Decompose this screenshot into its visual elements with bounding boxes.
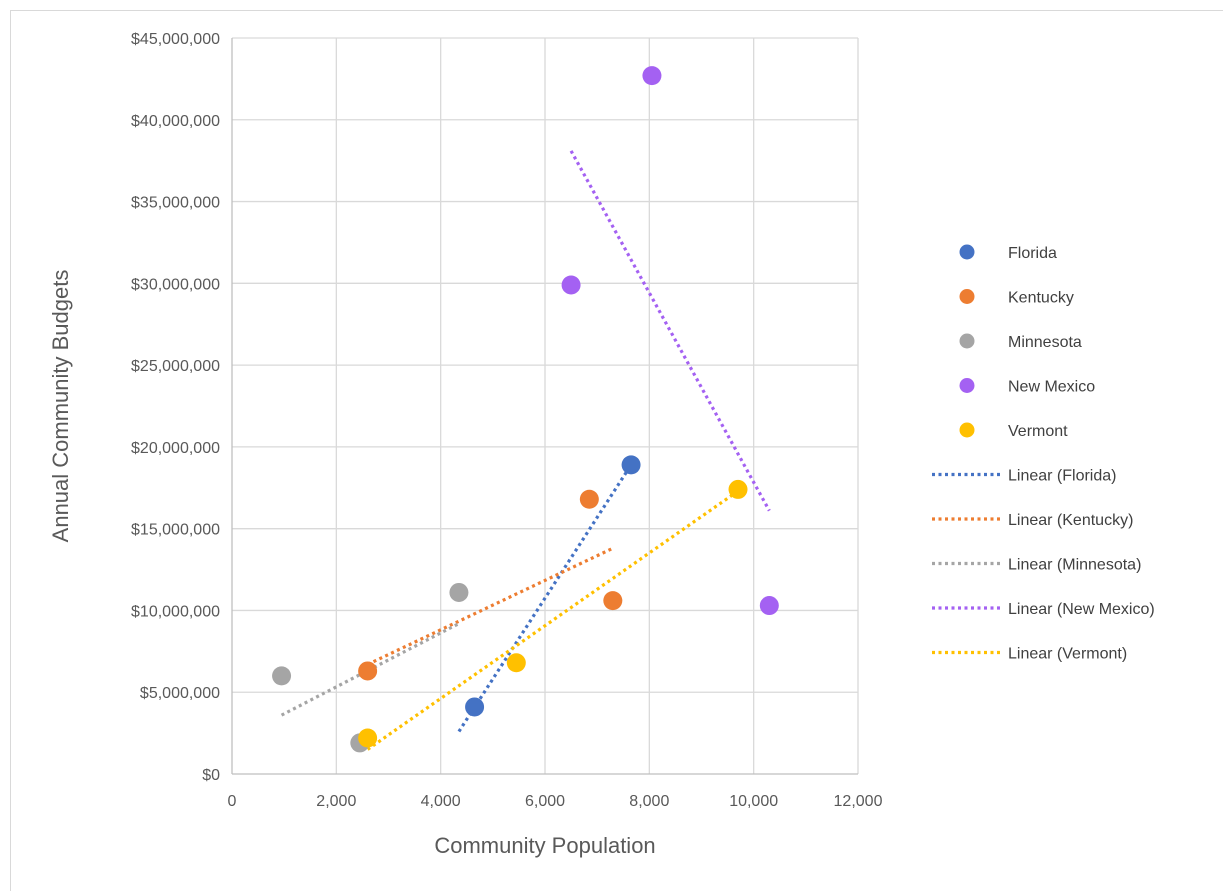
x-tick-label: 6,000: [525, 793, 565, 810]
data-point: [272, 666, 292, 686]
y-tick-label: $5,000,000: [140, 685, 220, 702]
data-point: [642, 66, 662, 86]
legend-marker: [959, 422, 975, 438]
legend-label: Linear (Kentucky): [1008, 512, 1133, 529]
legend-marker: [959, 378, 975, 393]
legend-label: Linear (New Mexico): [1008, 601, 1155, 618]
y-tick-label: $10,000,000: [131, 603, 220, 620]
data-point: [465, 697, 485, 717]
x-tick-label: 10,000: [729, 793, 778, 810]
x-tick-label: 8,000: [629, 793, 669, 810]
y-tick-label: $35,000,000: [131, 195, 220, 212]
x-tick-label: 0: [228, 793, 237, 810]
data-point: [358, 661, 378, 681]
legend-label: Linear (Vermont): [1008, 646, 1127, 663]
legend-label: Minnesota: [1008, 334, 1082, 351]
y-tick-label: $15,000,000: [131, 522, 220, 539]
legend-label: Florida: [1008, 245, 1057, 262]
data-point: [728, 479, 748, 499]
y-axis-title: Annual Community Budgets: [48, 270, 73, 543]
y-tick-label: $0: [202, 767, 220, 784]
x-tick-label: 12,000: [834, 793, 883, 810]
y-tick-label: $40,000,000: [131, 113, 220, 130]
y-tick-label: $20,000,000: [131, 440, 220, 457]
legend-label: Vermont: [1008, 423, 1068, 440]
chart-frame: [10, 10, 1223, 891]
data-point: [621, 455, 641, 475]
data-point: [561, 275, 581, 295]
trendline: [366, 546, 614, 666]
y-tick-label: $25,000,000: [131, 358, 220, 375]
legend-label: Linear (Florida): [1008, 468, 1116, 485]
data-point: [759, 596, 779, 616]
x-tick-label: 2,000: [316, 793, 356, 810]
trendline: [457, 464, 633, 733]
legend-marker: [959, 244, 975, 260]
x-tick-label: 4,000: [421, 793, 461, 810]
y-tick-label: $30,000,000: [131, 276, 220, 293]
data-point: [603, 591, 623, 611]
data-point: [579, 489, 599, 509]
trendline: [569, 150, 771, 512]
legend-label: Linear (Minnesota): [1008, 557, 1141, 574]
y-tick-label: $45,000,000: [131, 31, 220, 48]
trendline: [366, 489, 739, 751]
data-point: [358, 728, 378, 748]
legend-marker: [959, 289, 975, 304]
legend-marker: [959, 333, 975, 349]
data-point: [449, 582, 469, 602]
data-point: [506, 653, 526, 673]
legend-label: Kentucky: [1008, 290, 1074, 307]
x-axis-title: Community Population: [434, 833, 655, 858]
legend-label: New Mexico: [1008, 379, 1095, 396]
